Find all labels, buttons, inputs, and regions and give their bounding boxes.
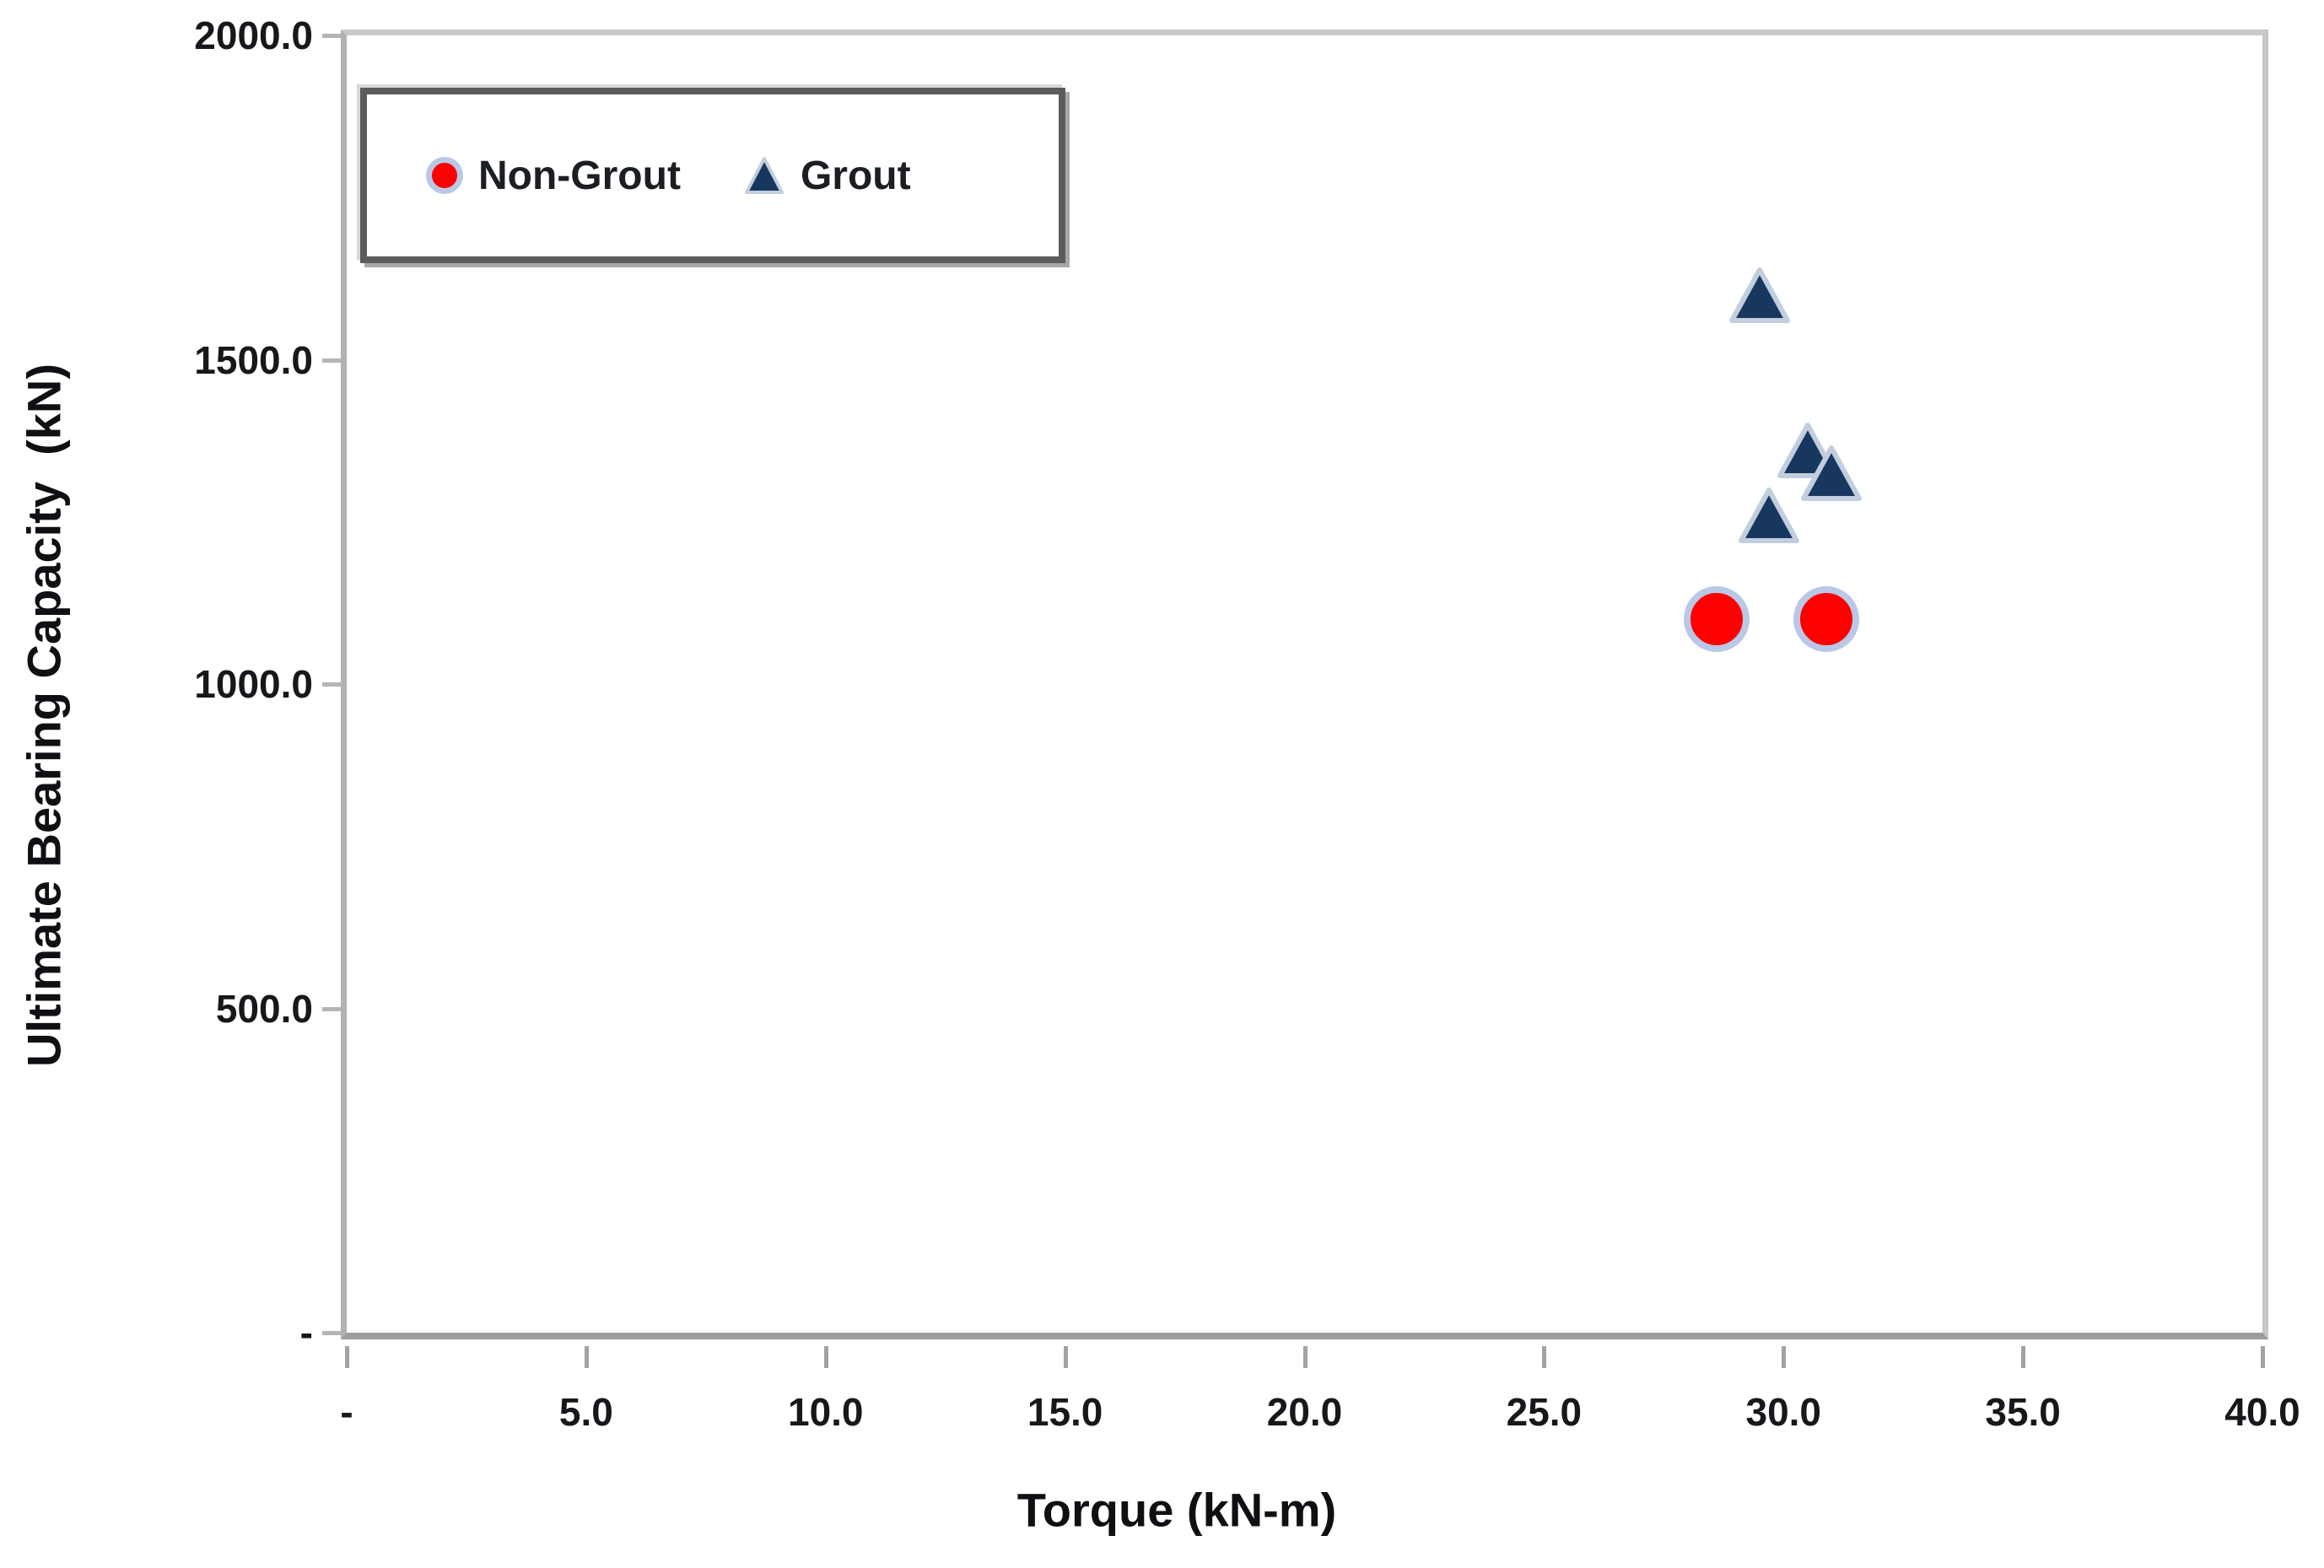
x-tick-label: 35.0 <box>1985 1390 2061 1434</box>
y-tick-label: 2000.0 <box>194 13 313 57</box>
legend-item-grout: Grout <box>743 153 911 199</box>
x-axis-tick <box>345 1346 349 1368</box>
data-point-non-grout <box>1683 586 1750 653</box>
x-tick-label: 25.0 <box>1506 1390 1583 1434</box>
y-tick-label: 1000.0 <box>194 662 313 706</box>
y-axis-title: Ultimate Bearing Capacity (kN) <box>17 364 71 1067</box>
y-axis-tick <box>322 358 341 363</box>
x-tick-label: 30.0 <box>1745 1390 1822 1434</box>
y-axis-tick <box>322 1006 341 1011</box>
x-axis-tick <box>2261 1346 2265 1368</box>
y-tick-label: 500.0 <box>215 986 313 1031</box>
x-tick-label: 40.0 <box>2224 1390 2300 1434</box>
x-axis-tick <box>1782 1346 1787 1368</box>
legend-label: Non-Grout <box>478 153 681 198</box>
x-axis-tick <box>823 1346 828 1368</box>
data-point-non-grout <box>1793 586 1860 653</box>
x-axis-tick <box>1302 1346 1308 1368</box>
x-tick-label: 5.0 <box>558 1390 613 1434</box>
x-axis-tick <box>2021 1346 2026 1368</box>
y-axis-tick <box>322 1331 341 1335</box>
x-tick-label: 15.0 <box>1027 1390 1103 1434</box>
data-point-grout <box>1798 443 1864 508</box>
x-tick-label: 20.0 <box>1266 1390 1343 1434</box>
y-tick-label: 1500.0 <box>194 337 313 382</box>
y-axis-tick <box>322 34 341 38</box>
plot-area: Non-Grout Grout - 5.0 10.0 15.0 20.0 25.0 30.0 3… <box>194 13 2300 1434</box>
legend-label: Grout <box>800 153 911 198</box>
y-tick-label: - <box>299 1311 313 1355</box>
x-axis-title: Torque (kN-m) <box>1016 1483 1337 1537</box>
legend-circle-marker-icon <box>426 157 463 194</box>
y-axis-tick <box>322 682 341 687</box>
data-point-grout <box>1727 265 1793 330</box>
data-point-grout <box>1736 485 1802 550</box>
legend-triangle-marker-icon <box>743 155 785 196</box>
legend: Non-Grout Grout <box>360 88 1065 263</box>
x-axis-tick <box>1542 1346 1547 1368</box>
x-tick-label: 10.0 <box>787 1390 864 1434</box>
x-axis-tick <box>584 1346 589 1368</box>
x-axis-tick <box>1063 1346 1068 1368</box>
legend-item-non-grout: Non-Grout <box>426 153 681 199</box>
x-tick-label: - <box>340 1390 353 1434</box>
